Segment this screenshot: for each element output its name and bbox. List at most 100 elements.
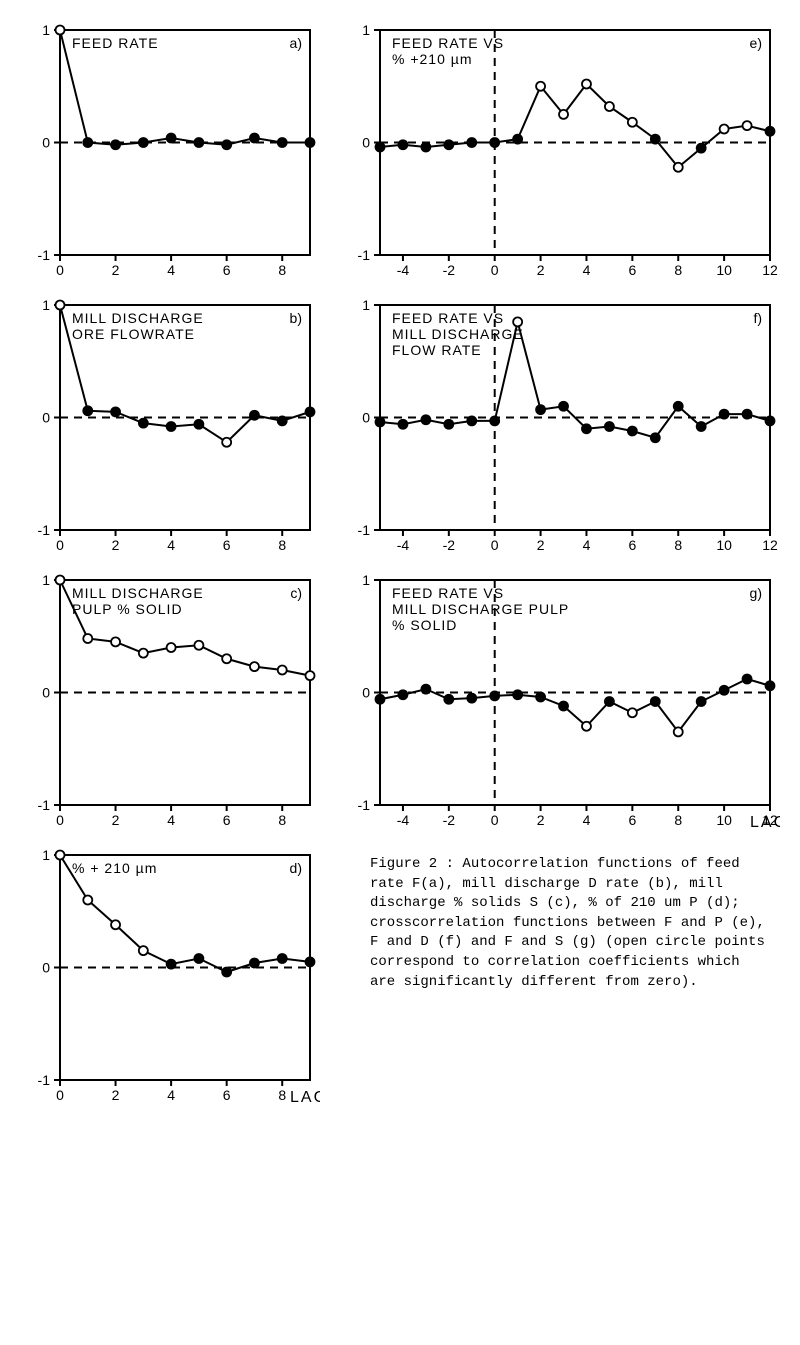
svg-text:0: 0	[42, 135, 50, 151]
svg-text:6: 6	[628, 537, 636, 553]
panel-c: 02468-101MILL DISCHARGEPULP % SOLIDc)	[20, 570, 320, 835]
svg-text:-1: -1	[38, 797, 51, 813]
svg-text:0: 0	[56, 812, 64, 828]
svg-text:1: 1	[362, 22, 370, 38]
svg-text:12: 12	[762, 537, 778, 553]
svg-text:FEED RATE: FEED RATE	[72, 35, 159, 51]
svg-text:FEED RATE VS: FEED RATE VS	[392, 35, 504, 51]
svg-text:0: 0	[362, 135, 370, 151]
svg-text:-1: -1	[358, 522, 371, 538]
svg-text:MILL DISCHARGE: MILL DISCHARGE	[392, 326, 524, 342]
svg-text:0: 0	[56, 1087, 64, 1103]
svg-text:% SOLID: % SOLID	[392, 617, 457, 633]
svg-text:LAG: LAG	[290, 1089, 320, 1106]
svg-text:8: 8	[278, 812, 286, 828]
svg-text:0: 0	[42, 685, 50, 701]
svg-text:0: 0	[56, 537, 64, 553]
svg-text:10: 10	[716, 262, 732, 278]
svg-text:MILL DISCHARGE: MILL DISCHARGE	[72, 585, 204, 601]
svg-text:8: 8	[674, 537, 682, 553]
chart-c: 02468-101MILL DISCHARGEPULP % SOLIDc)	[20, 570, 320, 835]
svg-text:1: 1	[362, 297, 370, 313]
svg-text:-1: -1	[38, 522, 51, 538]
svg-text:10: 10	[716, 812, 732, 828]
svg-text:LAG: LAG	[750, 814, 780, 831]
chart-e: -4-2024681012-101FEED RATE VS% +210 µme)	[340, 20, 780, 285]
chart-b: 02468-101MILL DISCHARGEORE FLOWRATEb)	[20, 295, 320, 560]
svg-text:f): f)	[753, 310, 762, 326]
svg-text:2: 2	[112, 1087, 120, 1103]
panel-d: 0 2 4 6 8 -1 0 1 % + 210 µm d) LAG	[20, 845, 320, 1110]
svg-text:10: 10	[716, 537, 732, 553]
svg-text:-1: -1	[358, 797, 371, 813]
svg-text:-2: -2	[443, 262, 456, 278]
svg-text:6: 6	[628, 262, 636, 278]
svg-text:6: 6	[223, 262, 231, 278]
chart-grid: 02468-101FEED RATEa) -4-2024681012-101FE…	[20, 20, 780, 1110]
chart-a: 0 2 4 6 8 -1 0 1 FEED RATE a)	[20, 20, 320, 285]
svg-text:0: 0	[56, 262, 64, 278]
svg-text:4: 4	[583, 537, 591, 553]
panel-b: 02468-101MILL DISCHARGEORE FLOWRATEb)	[20, 295, 320, 560]
svg-text:e): e)	[750, 35, 762, 51]
svg-text:b): b)	[290, 310, 302, 326]
svg-text:4: 4	[583, 812, 591, 828]
svg-text:2: 2	[112, 537, 120, 553]
svg-text:d): d)	[290, 860, 302, 876]
svg-text:0: 0	[362, 410, 370, 426]
svg-text:c): c)	[290, 585, 302, 601]
svg-text:1: 1	[42, 847, 50, 863]
svg-text:-2: -2	[443, 537, 456, 553]
svg-text:2: 2	[537, 812, 545, 828]
svg-text:-1: -1	[358, 247, 371, 263]
chart-f: -4-2024681012-101FEED RATE VSMILL DISCHA…	[340, 295, 780, 560]
svg-text:MILL DISCHARGE PULP: MILL DISCHARGE PULP	[392, 601, 569, 617]
svg-text:6: 6	[223, 1087, 231, 1103]
svg-text:PULP % SOLID: PULP % SOLID	[72, 601, 183, 617]
svg-text:MILL DISCHARGE: MILL DISCHARGE	[72, 310, 204, 326]
svg-text:-1: -1	[38, 247, 51, 263]
svg-text:4: 4	[167, 1087, 175, 1103]
svg-text:ORE FLOWRATE: ORE FLOWRATE	[72, 326, 195, 342]
svg-text:8: 8	[278, 262, 286, 278]
svg-text:g): g)	[750, 585, 762, 601]
svg-text:6: 6	[628, 812, 636, 828]
svg-text:a): a)	[290, 35, 302, 51]
svg-text:8: 8	[278, 1087, 286, 1103]
svg-text:0: 0	[362, 685, 370, 701]
figure-caption: Figure 2 : Autocorrelation functions of …	[340, 845, 780, 1110]
svg-text:-1: -1	[38, 1072, 51, 1088]
svg-text:1: 1	[42, 572, 50, 588]
svg-text:FLOW RATE: FLOW RATE	[392, 342, 482, 358]
svg-text:2: 2	[537, 537, 545, 553]
svg-text:0: 0	[42, 410, 50, 426]
svg-text:2: 2	[112, 812, 120, 828]
svg-text:FEED RATE VS: FEED RATE VS	[392, 585, 504, 601]
svg-text:12: 12	[762, 262, 778, 278]
svg-text:1: 1	[42, 22, 50, 38]
svg-text:8: 8	[674, 812, 682, 828]
svg-text:4: 4	[583, 262, 591, 278]
panel-f: -4-2024681012-101FEED RATE VSMILL DISCHA…	[340, 295, 780, 560]
svg-text:0: 0	[491, 537, 499, 553]
svg-text:6: 6	[223, 812, 231, 828]
panel-g: -4-2024681012-101FEED RATE VSMILL DISCHA…	[340, 570, 780, 835]
svg-text:-4: -4	[397, 262, 410, 278]
svg-text:% + 210 µm: % + 210 µm	[72, 860, 157, 876]
svg-text:% +210 µm: % +210 µm	[392, 51, 473, 67]
svg-text:1: 1	[42, 297, 50, 313]
panel-e: -4-2024681012-101FEED RATE VS% +210 µme)	[340, 20, 780, 285]
svg-text:1: 1	[362, 572, 370, 588]
svg-text:4: 4	[167, 262, 175, 278]
svg-text:0: 0	[491, 812, 499, 828]
chart-d: 0 2 4 6 8 -1 0 1 % + 210 µm d) LAG	[20, 845, 320, 1110]
svg-text:6: 6	[223, 537, 231, 553]
panel-a: 0 2 4 6 8 -1 0 1 FEED RATE a)	[20, 20, 320, 285]
svg-text:0: 0	[42, 960, 50, 976]
svg-text:-2: -2	[443, 812, 456, 828]
svg-text:2: 2	[112, 262, 120, 278]
svg-text:-4: -4	[397, 537, 410, 553]
svg-text:2: 2	[537, 262, 545, 278]
chart-g: -4-2024681012-101FEED RATE VSMILL DISCHA…	[340, 570, 780, 835]
svg-text:0: 0	[491, 262, 499, 278]
